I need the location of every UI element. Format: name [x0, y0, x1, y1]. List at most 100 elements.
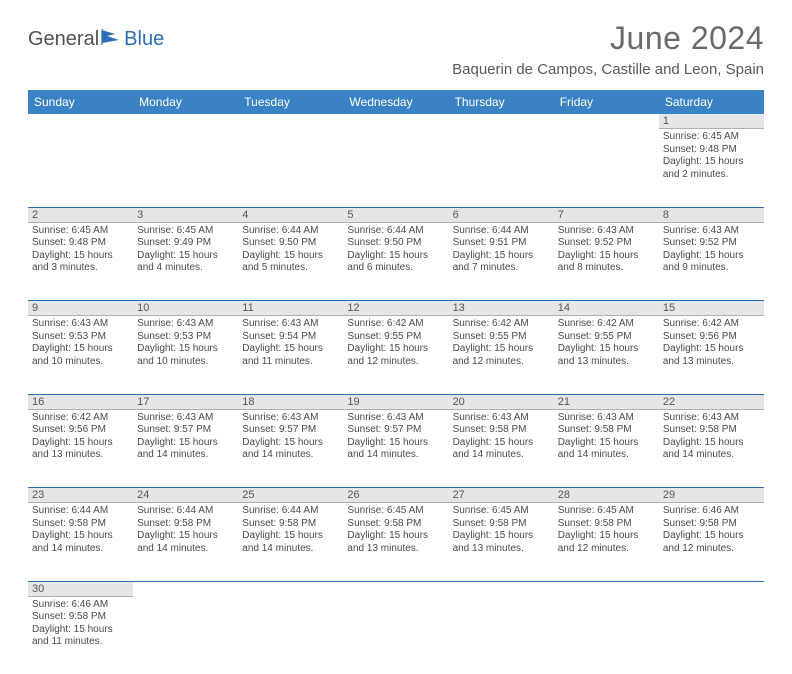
day-cell: Sunrise: 6:44 AMSunset: 9:58 PMDaylight:…: [133, 503, 238, 581]
day-number-cell: 27: [449, 488, 554, 503]
sunset-line: Sunset: 9:52 PM: [558, 237, 655, 250]
sunrise-line: Sunrise: 6:44 AM: [347, 225, 444, 238]
sunrise-line: Sunrise: 6:45 AM: [137, 225, 234, 238]
day-number-cell: 26: [343, 488, 448, 503]
daylight-line: Daylight: 15 hours and 12 minutes.: [453, 343, 550, 368]
logo-text-2: Blue: [124, 28, 164, 51]
day-number-cell: 4: [238, 207, 343, 222]
day-cell: Sunrise: 6:44 AMSunset: 9:50 PMDaylight:…: [343, 222, 448, 300]
daylight-line: Daylight: 15 hours and 12 minutes.: [347, 343, 444, 368]
daylight-line: Daylight: 15 hours and 14 minutes.: [453, 437, 550, 462]
day-cell: Sunrise: 6:42 AMSunset: 9:55 PMDaylight:…: [449, 316, 554, 394]
daynum-row: 16171819202122: [28, 394, 764, 409]
daylight-line: Daylight: 15 hours and 14 minutes.: [663, 437, 760, 462]
daylight-line: Daylight: 15 hours and 10 minutes.: [137, 343, 234, 368]
day-content: Sunrise: 6:43 AMSunset: 9:52 PMDaylight:…: [659, 223, 764, 277]
day-cell: Sunrise: 6:43 AMSunset: 9:58 PMDaylight:…: [659, 409, 764, 487]
daynum-row: 23242526272829: [28, 488, 764, 503]
day-number-cell: 10: [133, 301, 238, 316]
day-content: Sunrise: 6:43 AMSunset: 9:58 PMDaylight:…: [659, 410, 764, 464]
daynum-row: 9101112131415: [28, 301, 764, 316]
sunrise-line: Sunrise: 6:44 AM: [137, 505, 234, 518]
day-number-cell: 22: [659, 394, 764, 409]
day-number-cell: 24: [133, 488, 238, 503]
sunrise-line: Sunrise: 6:45 AM: [453, 505, 550, 518]
week-row: Sunrise: 6:45 AMSunset: 9:48 PMDaylight:…: [28, 222, 764, 300]
dayname-header: Saturday: [659, 90, 764, 114]
day-number-cell: 5: [343, 207, 448, 222]
day-cell: [28, 129, 133, 207]
sunrise-line: Sunrise: 6:43 AM: [137, 318, 234, 331]
day-number-cell: [28, 114, 133, 129]
day-number-cell: 8: [659, 207, 764, 222]
day-number-cell: 2: [28, 207, 133, 222]
daylight-line: Daylight: 15 hours and 9 minutes.: [663, 250, 760, 275]
sunset-line: Sunset: 9:58 PM: [558, 424, 655, 437]
week-row: Sunrise: 6:45 AMSunset: 9:48 PMDaylight:…: [28, 129, 764, 207]
daylight-line: Daylight: 15 hours and 13 minutes.: [558, 343, 655, 368]
daylight-line: Daylight: 15 hours and 12 minutes.: [558, 530, 655, 555]
day-number-cell: 19: [343, 394, 448, 409]
day-cell: [238, 596, 343, 674]
day-content: Sunrise: 6:45 AMSunset: 9:49 PMDaylight:…: [133, 223, 238, 277]
sunset-line: Sunset: 9:51 PM: [453, 237, 550, 250]
day-cell: Sunrise: 6:45 AMSunset: 9:49 PMDaylight:…: [133, 222, 238, 300]
day-number-cell: 23: [28, 488, 133, 503]
day-cell: Sunrise: 6:42 AMSunset: 9:55 PMDaylight:…: [554, 316, 659, 394]
day-number-cell: 16: [28, 394, 133, 409]
daylight-line: Daylight: 15 hours and 14 minutes.: [32, 530, 129, 555]
day-cell: [659, 596, 764, 674]
day-number-cell: 15: [659, 301, 764, 316]
sunrise-line: Sunrise: 6:45 AM: [32, 225, 129, 238]
day-content: Sunrise: 6:45 AMSunset: 9:58 PMDaylight:…: [449, 503, 554, 557]
day-number-cell: 11: [238, 301, 343, 316]
sunrise-line: Sunrise: 6:44 AM: [242, 225, 339, 238]
sunrise-line: Sunrise: 6:42 AM: [663, 318, 760, 331]
dayname-header: Sunday: [28, 90, 133, 114]
sunrise-line: Sunrise: 6:43 AM: [558, 412, 655, 425]
day-content: Sunrise: 6:45 AMSunset: 9:58 PMDaylight:…: [343, 503, 448, 557]
logo-text-1: General: [28, 28, 99, 51]
day-number-cell: [238, 114, 343, 129]
daylight-line: Daylight: 15 hours and 11 minutes.: [32, 624, 129, 649]
page-title: June 2024: [452, 20, 764, 57]
sunset-line: Sunset: 9:53 PM: [137, 331, 234, 344]
day-cell: [133, 129, 238, 207]
daylight-line: Daylight: 15 hours and 3 minutes.: [32, 250, 129, 275]
day-number-cell: 14: [554, 301, 659, 316]
day-content: Sunrise: 6:44 AMSunset: 9:58 PMDaylight:…: [133, 503, 238, 557]
week-row: Sunrise: 6:42 AMSunset: 9:56 PMDaylight:…: [28, 409, 764, 487]
day-number-cell: 1: [659, 114, 764, 129]
sunset-line: Sunset: 9:48 PM: [663, 144, 760, 157]
daynum-row: 1: [28, 114, 764, 129]
day-cell: Sunrise: 6:45 AMSunset: 9:58 PMDaylight:…: [554, 503, 659, 581]
day-content: Sunrise: 6:44 AMSunset: 9:50 PMDaylight:…: [238, 223, 343, 277]
day-cell: Sunrise: 6:45 AMSunset: 9:48 PMDaylight:…: [28, 222, 133, 300]
dayname-header: Tuesday: [238, 90, 343, 114]
day-cell: Sunrise: 6:45 AMSunset: 9:58 PMDaylight:…: [449, 503, 554, 581]
day-content: Sunrise: 6:44 AMSunset: 9:58 PMDaylight:…: [28, 503, 133, 557]
day-number-cell: [133, 114, 238, 129]
day-number-cell: 7: [554, 207, 659, 222]
daylight-line: Daylight: 15 hours and 14 minutes.: [242, 530, 339, 555]
dayname-header: Wednesday: [343, 90, 448, 114]
day-number-cell: 12: [343, 301, 448, 316]
daylight-line: Daylight: 15 hours and 7 minutes.: [453, 250, 550, 275]
sunrise-line: Sunrise: 6:43 AM: [242, 412, 339, 425]
sunrise-line: Sunrise: 6:43 AM: [663, 225, 760, 238]
brand-logo: General Blue: [28, 28, 164, 51]
daylight-line: Daylight: 15 hours and 13 minutes.: [453, 530, 550, 555]
sunset-line: Sunset: 9:55 PM: [453, 331, 550, 344]
day-number-cell: [554, 581, 659, 596]
daylight-line: Daylight: 15 hours and 2 minutes.: [663, 156, 760, 181]
daynum-row: 30: [28, 581, 764, 596]
day-content: Sunrise: 6:44 AMSunset: 9:50 PMDaylight:…: [343, 223, 448, 277]
daynum-row: 2345678: [28, 207, 764, 222]
day-content: Sunrise: 6:45 AMSunset: 9:58 PMDaylight:…: [554, 503, 659, 557]
daylight-line: Daylight: 15 hours and 14 minutes.: [137, 437, 234, 462]
day-number-cell: [659, 581, 764, 596]
sunset-line: Sunset: 9:56 PM: [663, 331, 760, 344]
daylight-line: Daylight: 15 hours and 14 minutes.: [558, 437, 655, 462]
day-content: Sunrise: 6:42 AMSunset: 9:55 PMDaylight:…: [343, 316, 448, 370]
day-cell: Sunrise: 6:43 AMSunset: 9:57 PMDaylight:…: [343, 409, 448, 487]
